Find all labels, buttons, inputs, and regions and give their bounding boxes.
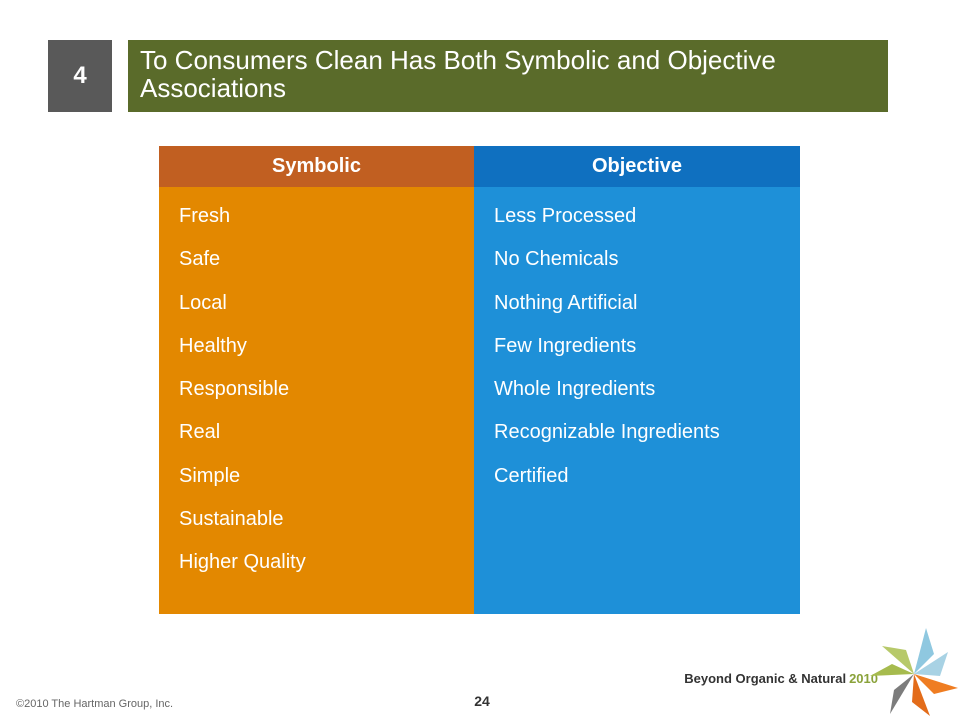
pinwheel-logo-icon <box>870 628 958 716</box>
list-item: Local <box>179 291 227 314</box>
slide-title: To Consumers Clean Has Both Symbolic and… <box>128 40 888 112</box>
list-item: Higher Quality <box>179 551 306 574</box>
list-item: Certified <box>494 464 569 487</box>
brand-name: Beyond Organic & Natural <box>684 671 847 686</box>
list-item: No Chemicals <box>494 248 619 271</box>
list-item: Simple <box>179 464 241 487</box>
symbolic-list: Fresh Safe Local Healthy Responsible Rea… <box>159 187 474 591</box>
list-item: Fresh <box>179 205 231 227</box>
associations-table: Symbolic Fresh Safe Local Healthy Respon… <box>159 146 800 614</box>
list-item: Sustainable <box>179 508 284 531</box>
list-item: Few Ingredients <box>494 334 637 357</box>
brand-tagline: Beyond Organic & Natural 2010 <box>684 671 878 686</box>
page-number: 24 <box>474 693 490 709</box>
list-item: Responsible <box>179 378 290 401</box>
brand-year: 2010 <box>849 671 878 686</box>
list-item: Less Processed <box>494 205 637 227</box>
objective-list: Less Processed No Chemicals Nothing Arti… <box>474 187 800 504</box>
symbolic-header: Symbolic <box>159 146 474 187</box>
list-item: Safe <box>179 248 221 271</box>
copyright-text: ©2010 The Hartman Group, Inc. <box>16 698 174 710</box>
list-item: Recognizable Ingredients <box>494 421 720 444</box>
objective-column: Objective Less Processed No Chemicals No… <box>474 146 800 614</box>
objective-header: Objective <box>474 146 800 187</box>
symbolic-column: Symbolic Fresh Safe Local Healthy Respon… <box>159 146 474 614</box>
slide-number: 4 <box>48 40 112 112</box>
list-item: Nothing Artificial <box>494 291 638 314</box>
list-item: Healthy <box>179 334 247 357</box>
list-item: Real <box>179 421 221 444</box>
list-item: Whole Ingredients <box>494 378 656 401</box>
